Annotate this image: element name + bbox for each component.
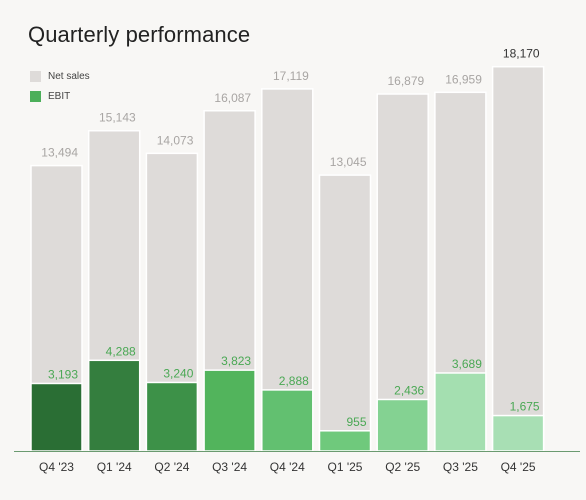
data-label-net-sales: 18,170 xyxy=(503,47,540,61)
data-label-net-sales: 17,119 xyxy=(273,69,309,83)
legend-swatch-net-sales xyxy=(30,70,41,82)
data-label-net-sales: 16,879 xyxy=(387,74,424,88)
data-label-ebit: 2,888 xyxy=(279,374,309,388)
chart-title: Quarterly performance xyxy=(28,22,251,47)
data-label-ebit: 2,436 xyxy=(394,383,424,397)
x-tick-label: Q1 '24 xyxy=(97,460,132,474)
data-label-net-sales: 15,143 xyxy=(99,111,136,125)
bar-net-sales xyxy=(318,174,372,452)
bar-ebit xyxy=(87,359,141,452)
data-label-net-sales: 16,959 xyxy=(445,72,482,86)
data-label-ebit: 1,675 xyxy=(510,400,540,414)
bar-ebit xyxy=(145,381,199,452)
data-label-ebit: 955 xyxy=(346,415,366,429)
x-tick-label: Q2 '25 xyxy=(385,460,420,474)
bar-ebit xyxy=(376,398,429,452)
data-label-ebit: 3,193 xyxy=(48,367,78,381)
x-tick-label: Q4 '23 xyxy=(39,460,74,474)
data-label-net-sales: 14,073 xyxy=(157,133,194,147)
bar-ebit xyxy=(203,369,256,452)
data-label-ebit: 4,288 xyxy=(106,344,136,358)
bar-ebit xyxy=(318,430,372,452)
bar-ebit xyxy=(434,372,487,452)
bar-ebit xyxy=(30,382,83,452)
data-label-ebit: 3,689 xyxy=(452,357,482,371)
legend-swatch-ebit xyxy=(30,90,41,102)
x-tick-label: Q4 '25 xyxy=(501,460,536,474)
legend-label-ebit: EBIT xyxy=(48,90,71,102)
legend-label-net-sales: Net sales xyxy=(48,70,90,82)
legend: Net sales EBIT xyxy=(30,66,90,106)
x-tick-label: Q3 '25 xyxy=(443,460,478,474)
data-label-net-sales: 16,087 xyxy=(214,91,251,105)
data-label-net-sales: 13,494 xyxy=(41,146,78,160)
x-tick-label: Q2 '24 xyxy=(154,460,189,474)
data-label-ebit: 3,240 xyxy=(163,366,193,380)
x-tick-label: Q3 '24 xyxy=(212,460,247,474)
bar-net-sales xyxy=(491,65,545,452)
x-tick-label: Q4 '24 xyxy=(270,460,305,474)
data-label-ebit: 3,823 xyxy=(221,354,251,368)
bar-ebit xyxy=(261,389,314,452)
legend-item-ebit: EBIT xyxy=(30,86,90,106)
legend-item-net-sales: Net sales xyxy=(30,66,90,86)
bar-ebit xyxy=(491,414,545,452)
data-label-net-sales: 13,045 xyxy=(330,155,367,169)
x-tick-label: Q1 '25 xyxy=(328,460,363,474)
